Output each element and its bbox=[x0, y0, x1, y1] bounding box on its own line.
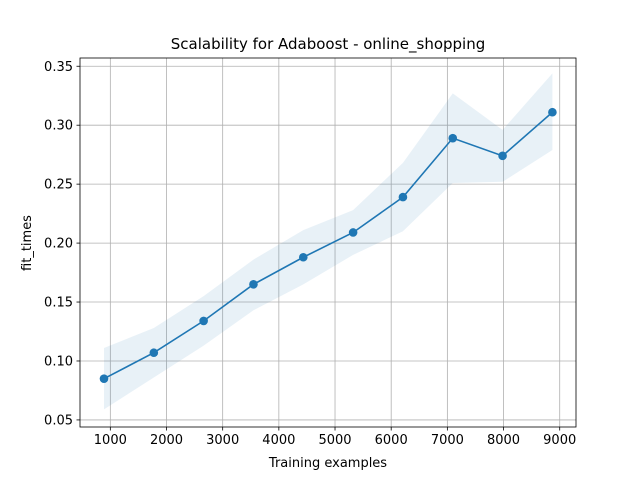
confidence-band bbox=[103, 73, 553, 410]
chart-title: Scalability for Adaboost - online_shoppi… bbox=[171, 35, 486, 54]
y-tick-label: 0.30 bbox=[44, 119, 73, 134]
data-point bbox=[548, 107, 557, 117]
x-tick-label: 4000 bbox=[262, 433, 295, 448]
y-tick-label: 0.05 bbox=[44, 413, 73, 428]
y-tick-label: 0.20 bbox=[44, 237, 73, 252]
x-axis-ticks: 1000 2000 3000 4000 5000 6000 7000 8000 9000 bbox=[94, 427, 576, 448]
data-points bbox=[99, 107, 557, 383]
y-tick-label: 0.25 bbox=[44, 178, 73, 193]
x-tick-label: 7000 bbox=[431, 433, 464, 448]
data-point bbox=[99, 374, 109, 383]
y-tick-label: 0.10 bbox=[44, 354, 73, 369]
y-axis-ticks: 0.05 0.10 0.15 0.20 0.25 0.30 0.35 bbox=[44, 60, 80, 428]
data-point bbox=[298, 252, 308, 262]
data-point bbox=[398, 192, 408, 202]
plot-frame bbox=[79, 57, 577, 428]
x-tick-label: 3000 bbox=[206, 433, 239, 448]
series-line bbox=[103, 111, 553, 380]
data-point bbox=[249, 280, 258, 289]
x-tick-label: 1000 bbox=[94, 433, 127, 448]
x-tick-label: 9000 bbox=[543, 433, 576, 448]
x-tick-label: 5000 bbox=[318, 433, 351, 448]
data-point bbox=[149, 348, 159, 358]
x-tick-label: 6000 bbox=[375, 433, 408, 448]
y-tick-label: 0.15 bbox=[44, 296, 73, 311]
data-point bbox=[199, 316, 208, 326]
data-point bbox=[448, 133, 458, 143]
y-axis-label: fit_times bbox=[20, 215, 35, 271]
data-point bbox=[498, 151, 507, 161]
x-tick-label: 8000 bbox=[487, 433, 520, 448]
grid-lines bbox=[80, 58, 576, 427]
y-tick-label: 0.35 bbox=[44, 60, 73, 75]
x-axis-label: Training examples bbox=[268, 456, 387, 471]
x-tick-label: 2000 bbox=[150, 433, 183, 448]
data-point bbox=[348, 228, 358, 237]
